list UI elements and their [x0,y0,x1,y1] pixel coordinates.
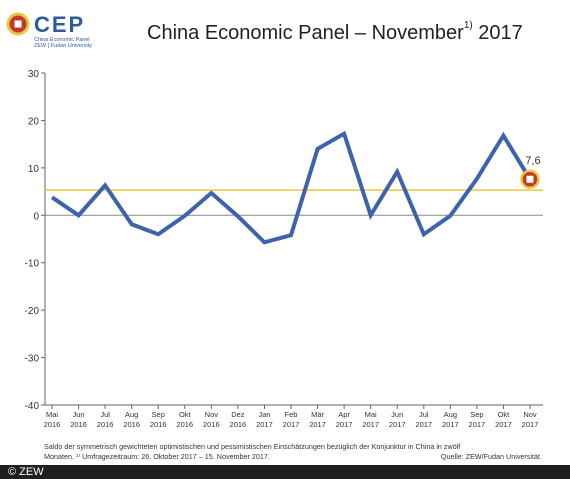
x-tick-label-year: 2017 [495,420,512,429]
y-tick-label: -20 [25,306,40,317]
x-tick-label-month: Okt [498,410,511,419]
x-tick-label-month: Jan [258,410,270,419]
x-tick-label-month: Jun [391,410,403,419]
logo-subtitle-line1: China Economic Panel [34,37,90,43]
logo-wordmark: CEP [34,12,86,37]
y-tick-label: -40 [25,401,40,412]
x-tick-label-month: Feb [285,410,298,419]
x-tick-label-year: 2016 [44,420,61,429]
chart-footnote: Saldo der symmetrisch gewichteten optimi… [44,442,544,462]
footnote-line2: Monaten. ¹⁾ Umfragezeitraum: 26. Oktober… [44,452,270,461]
chart-title: China Economic Panel – November1) 2017 [147,20,523,45]
y-tick-label: 20 [28,116,40,127]
x-tick-label-year: 2016 [123,420,140,429]
copyright-bar: © ZEW [0,465,570,479]
source-note: Quelle: ZEW/Fudan Universität [440,452,540,461]
x-tick-label-year: 2017 [256,420,273,429]
chart-reference-lines [45,189,543,216]
x-tick-label-month: Sep [470,410,483,419]
x-tick-label-month: Mai [365,410,377,419]
x-tick-label-year: 2017 [389,420,406,429]
series-line [50,130,532,245]
x-tick-label-year: 2017 [415,420,432,429]
x-tick-label-year: 2017 [283,420,300,429]
y-tick-label: 10 [28,164,40,175]
x-tick-label-month: Nov [205,410,219,419]
x-tick-label-year: 2016 [203,420,220,429]
logo-subtitle-line2: ZEW | Fudan University [34,43,92,49]
x-tick-label-month: Nov [523,410,537,419]
x-tick-label-month: Jun [73,410,85,419]
x-tick-label-month: Aug [125,410,138,419]
y-tick-label: -30 [25,354,40,365]
x-tick-label-year: 2016 [150,420,167,429]
x-tick-label-month: Mär [311,410,324,419]
x-tick-label-year: 2016 [70,420,87,429]
x-tick-label-year: 2017 [362,420,379,429]
y-tick-label: 30 [28,69,40,80]
x-tick-label-year: 2016 [97,420,114,429]
chart-series [50,130,532,245]
chart-axes: 3020100-10-20-30-40Mai2016Jun2016Jul2016… [25,69,543,429]
copyright-text: © ZEW [8,466,44,478]
x-tick-label-month: Jul [419,410,429,419]
x-tick-label-year: 2017 [442,420,459,429]
chart-labels: 7,6 [520,155,541,189]
footnote-line1: Saldo der symmetrisch gewichteten optimi… [44,442,461,451]
y-tick-label: 0 [33,211,39,222]
last-value-label: 7,6 [525,155,540,167]
x-tick-label-year: 2017 [522,420,539,429]
y-tick-label: -10 [25,259,40,270]
chart-title-year: 2017 [478,22,523,44]
line-chart: 3020100-10-20-30-40Mai2016Jun2016Jul2016… [25,69,543,429]
x-tick-label-year: 2016 [176,420,193,429]
x-tick-label-month: Jul [100,410,110,419]
x-tick-label-year: 2016 [230,420,247,429]
x-tick-label-year: 2017 [309,420,326,429]
x-tick-label-month: Aug [444,410,457,419]
x-tick-label-month: Apr [338,410,350,419]
cep-logo: CEP China Economic Panel ZEW | Fudan Uni… [6,10,126,50]
x-tick-label-month: Mai [46,410,58,419]
cep-logo-icon [6,12,30,36]
x-tick-label-month: Sep [152,410,165,419]
chart-title-footnote-mark: 1) [463,20,473,31]
last-value-marker-center [526,175,534,183]
x-tick-label-year: 2017 [336,420,353,429]
logo-subtitle: China Economic Panel ZEW | Fudan Univers… [34,37,92,49]
x-tick-label-month: Dez [231,410,245,419]
x-tick-label-year: 2017 [469,420,486,429]
chart-title-main: China Economic Panel – November [147,22,464,44]
x-tick-label-month: Okt [179,410,192,419]
